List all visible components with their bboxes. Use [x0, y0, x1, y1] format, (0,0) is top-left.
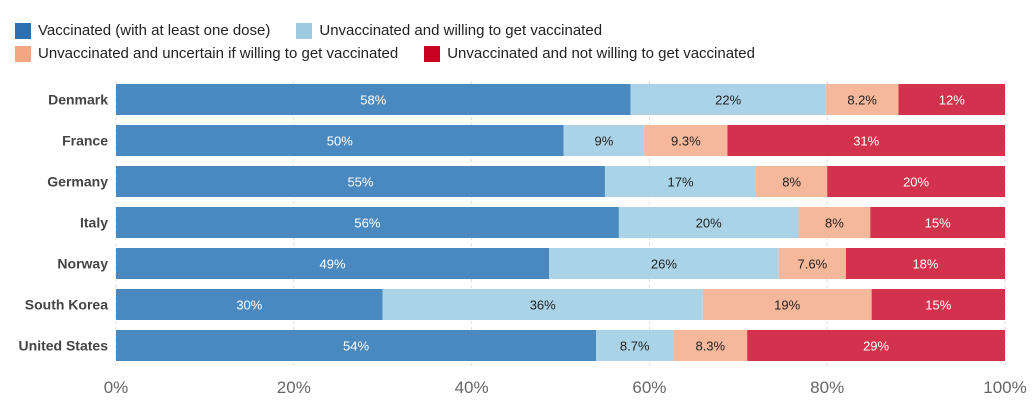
legend-swatch [15, 22, 31, 39]
bar-segment [827, 166, 1005, 197]
data-label: 29% [863, 339, 889, 354]
legend-swatch [424, 45, 441, 62]
data-label: 17% [667, 175, 693, 190]
data-label: 36% [530, 298, 556, 313]
x-tick-label: 80% [810, 378, 844, 397]
data-label: 49% [319, 257, 345, 272]
bar-segment [727, 125, 1005, 156]
bar-segment [644, 125, 728, 156]
data-label: 55% [347, 175, 373, 190]
bar-segment [747, 330, 1005, 361]
legend-label: Unvaccinated and not willing to get vacc… [447, 45, 755, 62]
data-label: 58% [360, 93, 386, 108]
bar-segment [549, 248, 779, 279]
bar-segment [382, 289, 703, 320]
bar-segment [604, 166, 757, 197]
data-label: 20% [903, 175, 929, 190]
data-label: 54% [343, 339, 369, 354]
bar-segment [673, 330, 748, 361]
bar-segment [702, 289, 872, 320]
legend-row-2: Unvaccinated and uncertain if willing to… [15, 45, 781, 62]
bar-segment [116, 289, 383, 320]
data-label: 8.7% [620, 339, 650, 354]
bar-segment [116, 248, 550, 279]
x-tick-label: 0% [104, 378, 129, 397]
bar-segment [798, 207, 871, 238]
y-category-label: South Korea [25, 297, 108, 313]
bar-segment [563, 125, 645, 156]
bar-segment [756, 166, 828, 197]
x-tick-label: 100% [983, 378, 1026, 397]
data-label: 31% [853, 134, 879, 149]
bar-segment [630, 84, 826, 115]
x-tick-label: 60% [632, 378, 666, 397]
y-category-label: Norway [57, 256, 108, 272]
legend-item-willing: Unvaccinated and willing to get vaccinat… [296, 22, 602, 39]
bar-segment [845, 248, 1005, 279]
data-label: 22% [715, 93, 741, 108]
bar-segment [778, 248, 846, 279]
bar-segment [898, 84, 1005, 115]
bar-segment [871, 289, 1005, 320]
bar-segment [116, 84, 631, 115]
bar-segment [116, 330, 597, 361]
legend-item-vaccinated: Vaccinated (with at least one dose) [15, 22, 270, 39]
legend-item-uncertain: Unvaccinated and uncertain if willing to… [15, 45, 398, 62]
data-label: 18% [912, 257, 938, 272]
y-category-label: Denmark [48, 92, 108, 108]
x-tick-label: 40% [455, 378, 489, 397]
x-tick-label: 20% [277, 378, 311, 397]
y-category-label: France [62, 133, 108, 149]
data-label: 30% [236, 298, 262, 313]
data-label: 8% [825, 216, 844, 231]
bar-segment [116, 166, 605, 197]
bar-segment [825, 84, 899, 115]
data-label: 8% [782, 175, 801, 190]
legend-label: Unvaccinated and uncertain if willing to… [38, 45, 399, 62]
legend-swatch [15, 45, 31, 62]
data-label: 15% [925, 298, 951, 313]
y-category-label: Germany [47, 174, 108, 190]
bar-segment [596, 330, 674, 361]
legend-label: Unvaccinated and willing to get vaccinat… [319, 22, 603, 39]
data-label: 20% [696, 216, 722, 231]
data-label: 15% [925, 216, 951, 231]
legend-label: Vaccinated (with at least one dose) [38, 22, 271, 39]
data-label: 19% [774, 298, 800, 313]
bar-segment [870, 207, 1005, 238]
data-label: 56% [354, 216, 380, 231]
data-label: 9.3% [671, 134, 701, 149]
data-label: 26% [651, 257, 677, 272]
y-category-label: Italy [80, 215, 108, 231]
data-label: 8.3% [695, 339, 725, 354]
legend-swatch [296, 22, 313, 39]
legend-item-not-willing: Unvaccinated and not willing to get vacc… [424, 45, 755, 62]
bar-segment [618, 207, 799, 238]
legend-row-1: Vaccinated (with at least one dose) Unva… [15, 22, 628, 39]
data-label: 9% [595, 134, 614, 149]
y-category-label: United States [19, 338, 109, 354]
data-label: 12% [939, 93, 965, 108]
data-label: 7.6% [798, 257, 828, 272]
data-label: 50% [327, 134, 353, 149]
data-label: 8.2% [847, 93, 877, 108]
bar-segment [116, 207, 619, 238]
bar-segment [116, 125, 564, 156]
